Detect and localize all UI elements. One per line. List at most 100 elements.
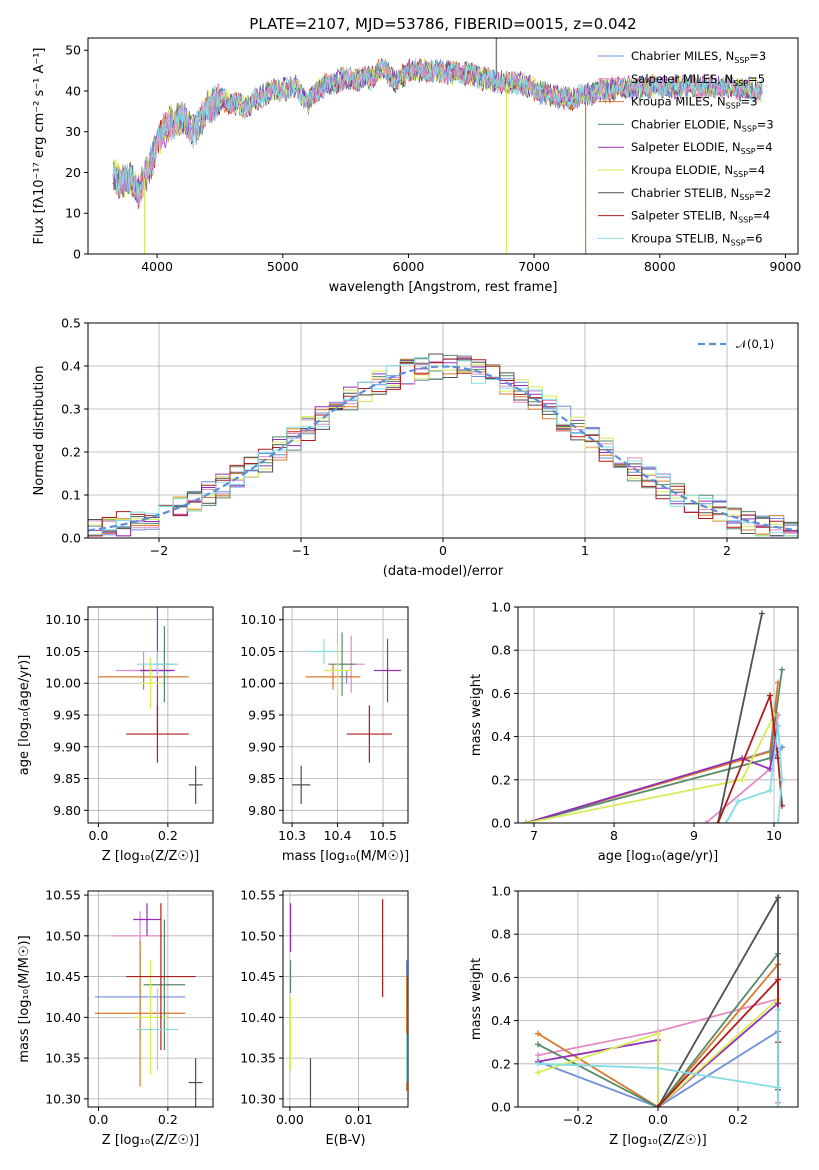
weight-line bbox=[717, 613, 763, 823]
age_vs_Z-frame bbox=[87, 606, 214, 824]
x-axis-label: wavelength [Angstrom, rest frame] bbox=[329, 280, 558, 295]
x-tick-label: 9 bbox=[690, 828, 698, 843]
y-tick-label: 10 bbox=[65, 206, 81, 221]
weight-point-marker bbox=[767, 692, 773, 699]
y-tick-label: 10.40 bbox=[45, 1010, 81, 1025]
weight-point-marker bbox=[775, 894, 781, 901]
y-tick-label: 10.55 bbox=[240, 888, 276, 903]
legend-entry: Salpeter MILES, NSSP=5 bbox=[631, 72, 765, 88]
weight-line bbox=[717, 692, 783, 823]
y-tick-label: 10.30 bbox=[45, 1091, 81, 1106]
y-tick-label: 10.30 bbox=[240, 1091, 276, 1106]
legend-entry: Kroupa STELIB, NSSP=6 bbox=[631, 231, 763, 247]
weight-line bbox=[525, 725, 779, 823]
legend-entry: Salpeter ELODIE, NSSP=4 bbox=[631, 140, 773, 156]
x-tick-label: 7 bbox=[530, 828, 538, 843]
weight_vs_Z-frame bbox=[517, 890, 799, 1108]
legend-series-name: Kroupa MILES bbox=[631, 95, 710, 109]
weight-point-marker bbox=[775, 722, 781, 729]
legend-series-name: Chabrier MILES bbox=[631, 49, 718, 63]
histogram-frame bbox=[87, 322, 799, 539]
weight-point-marker bbox=[779, 776, 785, 783]
x-axis-label: mass [log₁₀(M/M☉)] bbox=[282, 849, 409, 864]
weight-point-marker bbox=[775, 1006, 781, 1013]
x-tick-label: 0.0 bbox=[88, 828, 108, 843]
y-axis-label: mass weight bbox=[469, 958, 484, 1040]
spectrum-line bbox=[112, 58, 763, 206]
x-tick-label: 8000 bbox=[644, 259, 676, 274]
y-tick-label: 10.50 bbox=[240, 928, 276, 943]
y-tick-label: 9.80 bbox=[248, 803, 276, 818]
histogram-series bbox=[88, 358, 798, 537]
mass_vs_ebv-frame bbox=[282, 890, 409, 1108]
y-tick-label: 0.5 bbox=[61, 316, 81, 331]
weight-point-marker bbox=[655, 1030, 661, 1037]
mass_vs_Z-frame bbox=[87, 890, 214, 1108]
x-tick-label: 10.4 bbox=[324, 828, 352, 843]
y-tick-label: 0.0 bbox=[61, 531, 81, 546]
x-tick-label: 0.2 bbox=[158, 828, 178, 843]
y-tick-label: 10.05 bbox=[45, 644, 81, 659]
legend-entry: Chabrier STELIB, NSSP=2 bbox=[631, 186, 771, 202]
weight-line bbox=[537, 1030, 779, 1107]
y-axis-label: Normed distribution bbox=[32, 366, 47, 496]
y-tick-label: 0.2 bbox=[491, 1056, 511, 1071]
y-axis-label: Flux [fλ10⁻¹⁷ erg cm⁻² s⁻¹ A⁻¹] bbox=[32, 48, 47, 245]
y-tick-label: 9.90 bbox=[53, 739, 81, 754]
legend-nssp: 4 bbox=[763, 209, 770, 223]
chart-title: PLATE=2107, MJD=53786, FIBERID=0015, z=0… bbox=[249, 15, 636, 33]
y-tick-label: 9.95 bbox=[53, 708, 81, 723]
y-tick-label: 9.90 bbox=[248, 739, 276, 754]
x-axis-label: (data-model)/error bbox=[383, 564, 504, 579]
x-axis-label: Z [log₁₀(Z/Z☉)] bbox=[102, 849, 199, 864]
x-tick-label: 4000 bbox=[141, 259, 173, 274]
legend-nssp: 4 bbox=[758, 163, 765, 177]
y-tick-label: 9.95 bbox=[248, 708, 276, 723]
spectrum-line bbox=[112, 58, 763, 210]
x-tick-label: 6000 bbox=[393, 259, 425, 274]
weight-point-marker bbox=[723, 820, 729, 823]
age_vs_mass-frame bbox=[282, 606, 409, 824]
y-axis-label: mass [log₁₀(M/M☉)] bbox=[17, 935, 32, 1062]
y-tick-label: 0.6 bbox=[491, 970, 511, 985]
spectrum-line bbox=[112, 58, 763, 199]
y-tick-label: 10.00 bbox=[240, 676, 276, 691]
y-axis-label: age [log₁₀(age/yr)] bbox=[17, 655, 32, 776]
x-axis-label: E(B-V) bbox=[325, 1133, 365, 1148]
y-tick-label: 1.0 bbox=[491, 884, 511, 899]
legend-nssp: 5 bbox=[758, 72, 765, 86]
weight-point-marker bbox=[535, 1069, 541, 1076]
y-tick-label: 0.0 bbox=[491, 1100, 511, 1115]
y-tick-label: 10.10 bbox=[240, 612, 276, 627]
legend-series-name: Kroupa ELODIE bbox=[631, 163, 717, 177]
normal-reference-curve bbox=[88, 365, 798, 532]
y-tick-label: 0.2 bbox=[61, 445, 81, 460]
x-tick-label: 0 bbox=[439, 543, 447, 558]
legend-nssp: 3 bbox=[750, 95, 757, 109]
x-tick-label: 5000 bbox=[267, 259, 299, 274]
x-tick-label: 10.5 bbox=[369, 828, 397, 843]
y-tick-label: 0.8 bbox=[491, 927, 511, 942]
weight-point-marker bbox=[775, 976, 781, 983]
x-tick-label: 7000 bbox=[518, 259, 550, 274]
y-tick-label: 9.85 bbox=[53, 771, 81, 786]
x-tick-label: 10.3 bbox=[278, 828, 306, 843]
y-tick-label: 0.4 bbox=[491, 729, 511, 744]
legend-series-name: Kroupa STELIB bbox=[631, 231, 715, 245]
x-tick-label: 9000 bbox=[770, 259, 802, 274]
y-tick-label: 9.80 bbox=[53, 803, 81, 818]
weight-point-marker bbox=[775, 1084, 781, 1091]
weight-point-marker bbox=[767, 787, 773, 794]
y-tick-label: 10.45 bbox=[240, 969, 276, 984]
x-tick-label: −0.2 bbox=[563, 1112, 593, 1127]
y-tick-label: 0.3 bbox=[61, 402, 81, 417]
y-tick-label: 10.35 bbox=[45, 1051, 81, 1066]
weight-point-marker bbox=[739, 776, 745, 783]
y-tick-label: 0.2 bbox=[491, 772, 511, 787]
y-tick-label: 10.40 bbox=[240, 1010, 276, 1025]
weight-line bbox=[657, 894, 779, 1107]
legend-nssp: 6 bbox=[755, 231, 762, 245]
y-tick-label: 20 bbox=[65, 165, 81, 180]
x-axis-label: age [log₁₀(age/yr)] bbox=[598, 849, 719, 864]
